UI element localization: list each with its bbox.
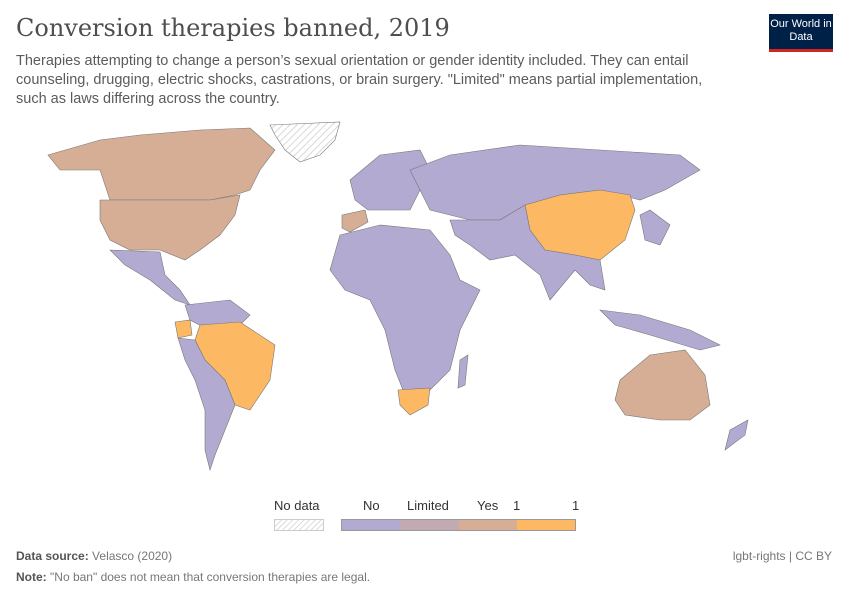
legend-swatch-1[interactable] bbox=[516, 520, 575, 530]
legend-swatch-limited[interactable] bbox=[400, 520, 459, 530]
mexico-central-america[interactable] bbox=[109, 249, 191, 306]
data-source: Data source: Velasco (2020) bbox=[16, 549, 172, 563]
legend-label-no: No bbox=[363, 498, 380, 513]
asia-south[interactable] bbox=[449, 204, 606, 301]
note-text: "No ban" does not mean that conversion t… bbox=[50, 570, 371, 584]
chart-title: Conversion therapies banned, 2019 bbox=[16, 14, 450, 42]
legend-no-data-label: No data bbox=[274, 498, 320, 513]
chart-subtitle: Therapies attempting to change a person’… bbox=[16, 53, 703, 107]
legend-no-data-swatch bbox=[274, 519, 324, 531]
africa[interactable] bbox=[329, 224, 481, 396]
ecuador[interactable] bbox=[174, 319, 193, 339]
new-zealand[interactable] bbox=[724, 419, 749, 451]
united-states[interactable] bbox=[99, 194, 241, 261]
spain-portugal[interactable] bbox=[341, 209, 369, 233]
world-map[interactable] bbox=[0, 110, 850, 490]
note-label: Note: bbox=[16, 570, 47, 584]
legend-label-limited: Limited bbox=[407, 498, 449, 513]
legend-scale: No Limited Yes 1 1 bbox=[341, 498, 580, 531]
europe[interactable] bbox=[349, 149, 431, 211]
legend-swatch-yes[interactable] bbox=[458, 520, 517, 530]
greenland[interactable] bbox=[269, 121, 341, 163]
license[interactable]: lgbt-rights | CC BY bbox=[732, 549, 832, 563]
australia[interactable] bbox=[614, 349, 711, 421]
legend-end-label: 1 bbox=[572, 498, 580, 513]
canada[interactable] bbox=[47, 127, 276, 201]
madagascar[interactable] bbox=[457, 354, 469, 389]
japan-korea[interactable] bbox=[639, 209, 671, 246]
legend-label-yes: Yes bbox=[477, 498, 499, 513]
legend-swatch-no[interactable] bbox=[342, 520, 401, 530]
south-america-rest[interactable] bbox=[177, 337, 236, 472]
source-link[interactable]: Velasco (2020) bbox=[92, 549, 173, 563]
southeast-asia-islands[interactable] bbox=[599, 309, 721, 351]
note: Note: "No ban" does not mean that conver… bbox=[16, 570, 370, 584]
owid-logo[interactable]: Our World in Data bbox=[769, 14, 833, 52]
source-label: Data source: bbox=[16, 549, 89, 563]
legend-label-1: 1 bbox=[513, 498, 521, 513]
south-africa[interactable] bbox=[397, 387, 431, 416]
legend-no-data: No data bbox=[274, 498, 324, 531]
